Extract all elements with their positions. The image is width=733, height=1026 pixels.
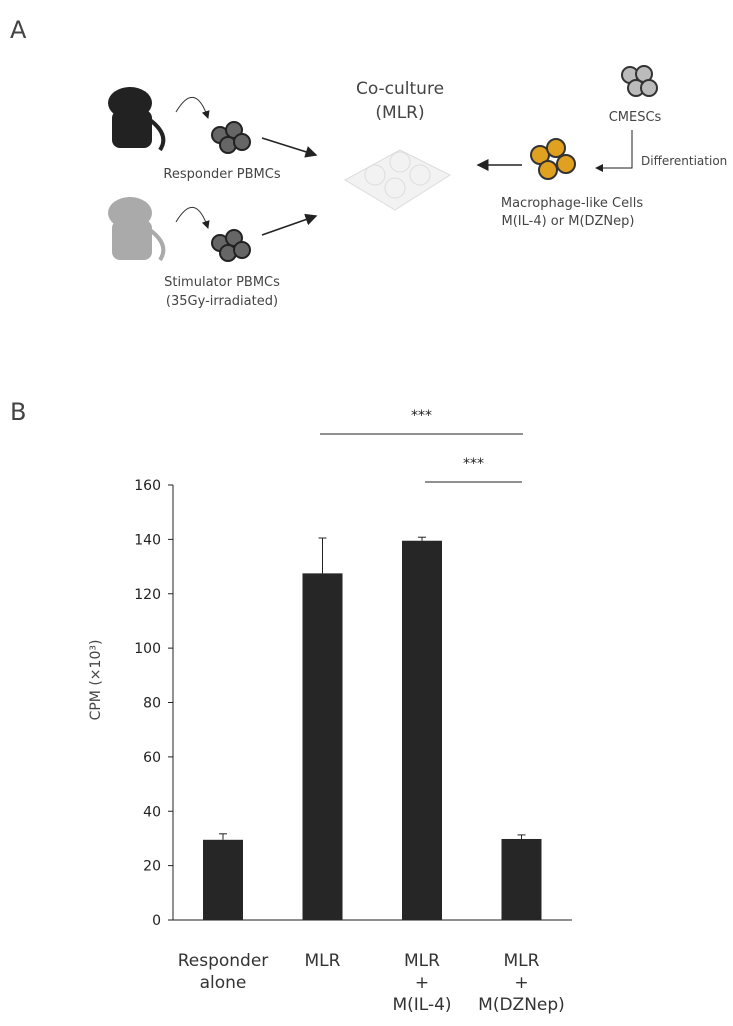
y-tick-label: 20 bbox=[143, 859, 161, 875]
cmescs-cells bbox=[622, 66, 657, 96]
x-tick-label: MLR + M(IL-4) bbox=[367, 950, 477, 1016]
chart: 0 20 40 60 80 100 120 140 160 *** *** bbox=[134, 408, 572, 929]
arrow bbox=[262, 216, 316, 235]
culture-plate bbox=[345, 150, 450, 210]
y-tick-label: 80 bbox=[143, 696, 161, 712]
bar bbox=[203, 840, 243, 920]
y-tick-label: 140 bbox=[134, 532, 161, 548]
coculture-label: Co-culture bbox=[356, 79, 444, 99]
y-tick-label: 0 bbox=[152, 913, 161, 929]
bar bbox=[303, 573, 343, 920]
y-axis-label: CPM (×10³) bbox=[88, 640, 104, 721]
responder-label: Responder PBMCs bbox=[163, 167, 280, 182]
differentiation-label: Differentiation bbox=[641, 154, 727, 168]
stimulator-cells bbox=[212, 230, 250, 261]
responder-monkey bbox=[108, 87, 163, 150]
y-tick-label: 40 bbox=[143, 804, 161, 820]
significance-label: *** bbox=[411, 408, 432, 424]
x-tick-label: Responder alone bbox=[168, 950, 278, 994]
significance-label: *** bbox=[463, 456, 484, 472]
bar bbox=[402, 541, 442, 920]
arrow bbox=[262, 138, 316, 155]
x-tick-label: MLR + M(DZNep) bbox=[467, 950, 577, 1016]
irradiated-label: (35Gy-irradiated) bbox=[166, 294, 278, 309]
panel-label: B bbox=[10, 398, 26, 426]
macrophage-types-label: M(IL-4) or M(DZNep) bbox=[502, 214, 635, 229]
cmescs-label: CMESCs bbox=[609, 110, 662, 125]
arrow bbox=[176, 97, 208, 118]
arrow bbox=[596, 130, 632, 168]
stimulator-monkey bbox=[108, 197, 163, 260]
macrophage-cells bbox=[531, 139, 575, 179]
stimulator-label: Stimulator PBMCs bbox=[164, 275, 280, 290]
arrow bbox=[176, 207, 208, 228]
bar bbox=[502, 839, 542, 920]
y-tick-label: 160 bbox=[134, 478, 161, 494]
y-tick-label: 60 bbox=[143, 750, 161, 766]
panel-label: A bbox=[10, 16, 27, 44]
macrophage-label: Macrophage-like Cells bbox=[501, 196, 643, 211]
x-tick-label: MLR bbox=[268, 950, 378, 972]
responder-cells bbox=[212, 122, 250, 153]
y-tick-label: 100 bbox=[134, 641, 161, 657]
figure-svg: A Responder PBMCs Stimulator PBMCs (35Gy… bbox=[0, 0, 733, 1026]
y-tick-label: 120 bbox=[134, 587, 161, 603]
figure: A Responder PBMCs Stimulator PBMCs (35Gy… bbox=[0, 0, 733, 1026]
mlr-label: (MLR) bbox=[375, 103, 424, 123]
